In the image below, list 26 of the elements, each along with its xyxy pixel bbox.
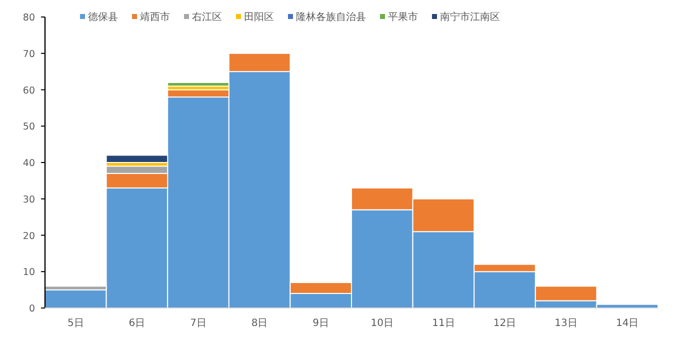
legend-label: 隆林各族自治县 xyxy=(296,11,366,23)
legend-label: 平果市 xyxy=(388,11,418,23)
legend-label: 田阳区 xyxy=(244,12,274,23)
legend-label: 靖西市 xyxy=(140,11,170,23)
y-tick-label: 70 xyxy=(22,48,35,60)
legend-label: 南宁市江南区 xyxy=(440,11,500,23)
x-tick-label: 6日 xyxy=(128,318,146,329)
x-tick-label: 12日 xyxy=(493,318,516,329)
y-tick-label: 80 xyxy=(22,12,35,24)
x-tick-label: 8日 xyxy=(251,318,268,329)
x-tick-label: 13日 xyxy=(554,318,578,329)
y-tick-label: 50 xyxy=(22,122,35,133)
y-tick-label: 20 xyxy=(22,230,35,242)
x-tick-label: 9日 xyxy=(312,318,330,329)
legend-label: 德保县 xyxy=(88,12,118,23)
y-tick-label: 40 xyxy=(22,158,35,169)
y-tick-label: 0 xyxy=(28,304,35,314)
x-tick-label: 7日 xyxy=(190,318,206,329)
x-tick-label: 10日 xyxy=(370,318,394,329)
y-tick-label: 60 xyxy=(22,85,35,96)
x-tick-label: 5日 xyxy=(67,318,84,329)
y-tick-label: 30 xyxy=(22,194,35,206)
legend-label: 右江区 xyxy=(192,11,222,23)
x-tick-label: 11日 xyxy=(432,318,455,329)
x-tick-label: 14日 xyxy=(616,318,639,329)
y-tick-label: 10 xyxy=(22,267,35,278)
